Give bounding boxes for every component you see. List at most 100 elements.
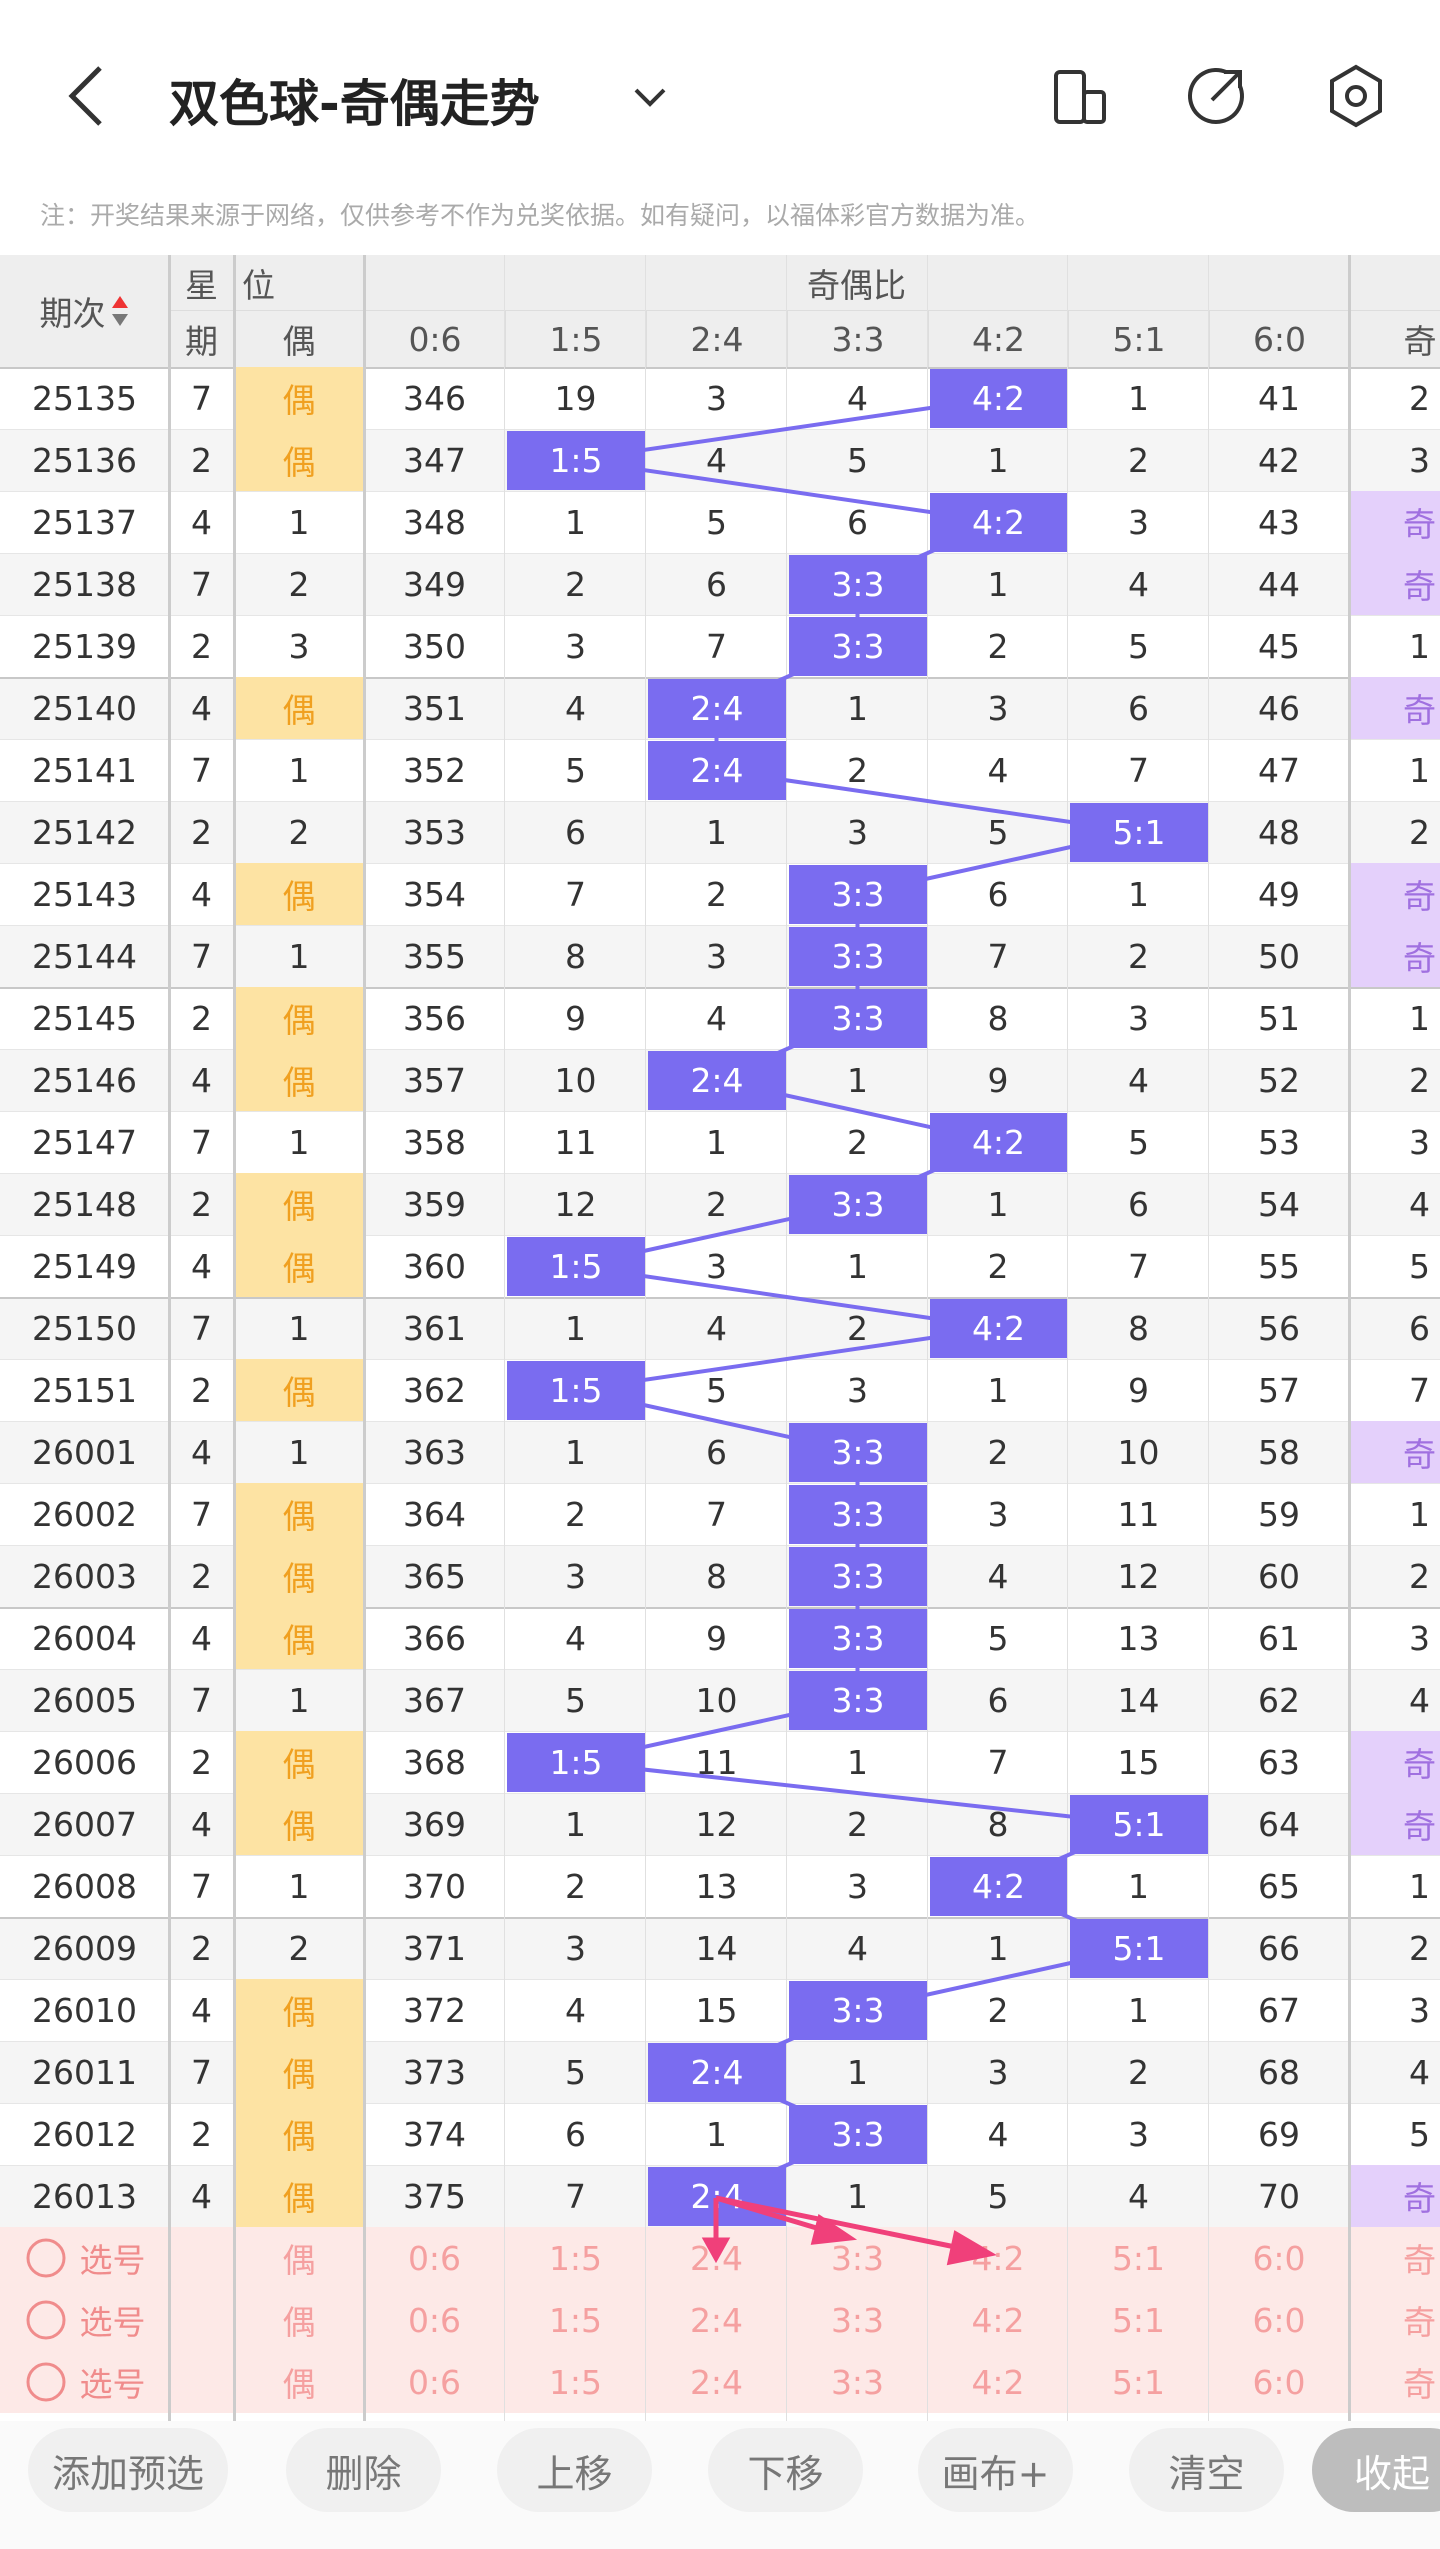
hit-cell: 3:3	[789, 1671, 927, 1730]
table-cell: 2	[191, 1928, 212, 1968]
select-label[interactable]: 选号	[0, 2289, 169, 2351]
select-cell[interactable]: 0:6	[407, 2300, 462, 2340]
table-cell: 3	[706, 936, 727, 976]
dropdown[interactable]	[630, 82, 670, 112]
select-cell[interactable]: 0:6	[407, 2362, 462, 2402]
table-cell: 1	[1409, 626, 1430, 666]
toolbar-button[interactable]: 清空	[1129, 2428, 1284, 2512]
table-cell: 2	[706, 874, 727, 914]
table-cell: 3	[1409, 1990, 1430, 2030]
table-cell: 2	[987, 1246, 1009, 1286]
toolbar-button[interactable]: 上移	[497, 2428, 652, 2512]
table-cell: 51	[1258, 998, 1300, 1038]
select-cell[interactable]: 1:5	[548, 2238, 603, 2278]
notice: 注：开奖结果来源于网络，仅供参考不作为兑奖依据。如有疑问，以福体彩官方数据为准。	[40, 201, 1041, 230]
table-cell: 25139	[32, 626, 137, 666]
select-cell[interactable]: 3:3	[830, 2300, 885, 2340]
table-cell: 50	[1258, 936, 1300, 976]
table-cell: 352	[403, 750, 466, 790]
table-cell: 1	[847, 2052, 868, 2092]
select-cell[interactable]: 奇	[1403, 2241, 1436, 2280]
table-cell: 偶	[234, 1607, 364, 1669]
toolbar-button[interactable]: 收起	[1312, 2428, 1440, 2512]
table-cell: 5	[1409, 1246, 1430, 1286]
table-cell: 3	[987, 1494, 1009, 1534]
table-cell: 373	[403, 2052, 466, 2092]
table-cell: 2	[191, 440, 212, 480]
table-cell: 2	[847, 1308, 868, 1348]
radio[interactable]	[24, 2360, 68, 2404]
select-cell[interactable]: 偶	[282, 2241, 316, 2280]
table-cell: 360	[403, 1246, 466, 1286]
table-cell: 372	[403, 1990, 466, 2030]
radio[interactable]	[24, 2298, 68, 2342]
icon-share[interactable]	[1186, 66, 1246, 126]
table-cell: 1	[565, 1308, 586, 1348]
table-cell: 356	[403, 998, 466, 1038]
column-divider	[786, 255, 787, 2421]
row-bg	[0, 553, 1440, 615]
select-cell[interactable]: 4:2	[971, 2362, 1025, 2402]
select-cell[interactable]: 0:6	[407, 2238, 462, 2278]
icon-settings[interactable]	[1326, 64, 1386, 128]
table-cell: 53	[1258, 1122, 1300, 1162]
select-cell[interactable]: 1:5	[548, 2362, 603, 2402]
hit-cell: 3:3	[789, 989, 927, 1048]
row-bg	[0, 615, 1440, 677]
select-label[interactable]: 选号	[0, 2351, 169, 2413]
table-cell: 2	[987, 1990, 1009, 2030]
table-cell: 4	[706, 998, 727, 1038]
select-cell[interactable]: 偶	[282, 2303, 316, 2342]
table-cell: 1	[847, 688, 868, 728]
radio[interactable]	[24, 2236, 68, 2280]
select-cell[interactable]: 6:0	[1252, 2362, 1306, 2402]
table-cell: 4	[1128, 564, 1149, 604]
select-label[interactable]: 选号	[0, 2227, 169, 2289]
select-cell[interactable]: 2:4	[689, 2362, 744, 2402]
table-cell: 1	[847, 2176, 868, 2216]
select-cell[interactable]: 3:3	[830, 2362, 885, 2402]
select-cell[interactable]: 奇	[1403, 2365, 1436, 2404]
table-cell: 361	[403, 1308, 466, 1348]
table-cell: 365	[403, 1556, 466, 1596]
select-cell[interactable]: 2:4	[689, 2300, 744, 2340]
table-cell: 25138	[32, 564, 137, 604]
table-cell: 2	[191, 1742, 212, 1782]
sort-icon[interactable]	[110, 294, 130, 328]
table-cell: 8	[987, 998, 1009, 1038]
select-cell[interactable]: 5:1	[1111, 2362, 1166, 2402]
toolbar-button[interactable]: 画布+	[918, 2428, 1073, 2512]
toolbar-button[interactable]: 删除	[286, 2428, 441, 2512]
select-cell[interactable]: 1:5	[548, 2300, 603, 2340]
back-button[interactable]	[60, 64, 110, 128]
select-cell[interactable]: 5:1	[1111, 2238, 1166, 2278]
toolbar-button[interactable]: 添加预选	[28, 2428, 228, 2512]
toolbar-button[interactable]: 下移	[708, 2428, 863, 2512]
select-cell[interactable]: 6:0	[1252, 2300, 1306, 2340]
table-cell: 10	[695, 1680, 738, 1720]
table-cell: 3	[706, 378, 727, 418]
select-cell[interactable]: 4:2	[971, 2300, 1025, 2340]
select-cell[interactable]: 偶	[282, 2365, 316, 2404]
table-cell: 2	[288, 1928, 310, 1968]
select-cell[interactable]: 奇	[1403, 2303, 1436, 2342]
table-cell: 1	[847, 1246, 868, 1286]
table-cell: 62	[1258, 1680, 1300, 1720]
hit-cell: 3:3	[789, 2105, 927, 2164]
table-cell: 44	[1258, 564, 1300, 604]
table-cell: 7	[191, 1494, 212, 1534]
table-cell: 5	[987, 2176, 1009, 2216]
select-cell[interactable]: 3:3	[830, 2238, 885, 2278]
table-cell: 1	[288, 750, 310, 790]
table-cell: 2	[1409, 1556, 1430, 1596]
select-cell[interactable]: 6:0	[1252, 2238, 1306, 2278]
table-cell: 奇	[1349, 677, 1440, 739]
icon-device[interactable]	[1052, 68, 1108, 128]
table-cell: 45	[1258, 626, 1300, 666]
table-cell: 3	[1128, 2114, 1149, 2154]
hit-cell: 5:1	[1070, 1795, 1208, 1854]
select-cell[interactable]: 5:1	[1111, 2300, 1166, 2340]
table-cell: 25135	[32, 378, 137, 418]
table-cell: 6	[987, 1680, 1009, 1720]
table-cell: 70	[1258, 2176, 1300, 2216]
